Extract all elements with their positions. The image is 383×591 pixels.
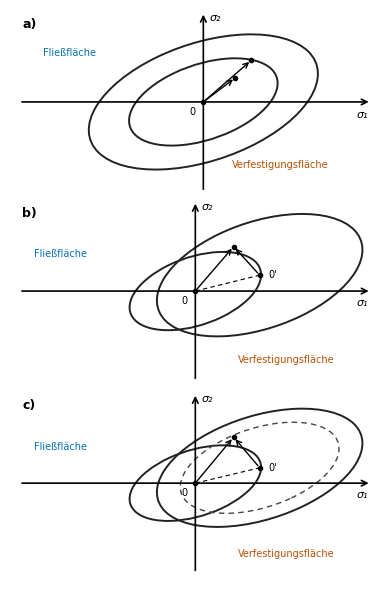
Text: σ₁: σ₁: [357, 298, 368, 309]
Text: σ₂: σ₂: [201, 394, 213, 404]
Text: Verfestigungsfläche: Verfestigungsfläche: [238, 355, 335, 365]
Text: 0': 0': [269, 463, 278, 473]
Text: b): b): [22, 207, 37, 220]
Text: Fließfläche: Fließfläche: [43, 48, 96, 58]
Text: σ₂: σ₂: [201, 202, 213, 212]
Text: Verfestigungsfläche: Verfestigungsfläche: [232, 160, 329, 170]
Text: a): a): [22, 18, 37, 31]
Text: Fließfläche: Fließfläche: [34, 249, 87, 259]
Text: Fließfläche: Fließfläche: [34, 443, 87, 452]
Text: 0: 0: [182, 296, 188, 306]
Text: σ₁: σ₁: [357, 491, 368, 501]
Text: c): c): [22, 400, 36, 413]
Text: 0': 0': [269, 270, 278, 280]
Text: σ₂: σ₂: [210, 13, 221, 23]
Text: σ₁: σ₁: [357, 110, 368, 119]
Text: 0: 0: [189, 108, 195, 118]
Text: Verfestigungsfläche: Verfestigungsfläche: [238, 549, 335, 559]
Text: 0: 0: [182, 488, 188, 498]
